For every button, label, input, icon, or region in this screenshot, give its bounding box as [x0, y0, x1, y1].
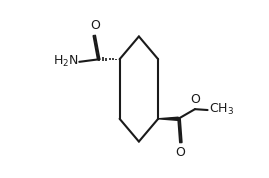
Polygon shape — [158, 117, 178, 120]
Text: O: O — [90, 19, 100, 32]
Text: O: O — [190, 93, 200, 106]
Text: O: O — [175, 146, 185, 159]
Text: CH$_3$: CH$_3$ — [209, 102, 234, 117]
Text: H$_2$N: H$_2$N — [53, 54, 79, 69]
